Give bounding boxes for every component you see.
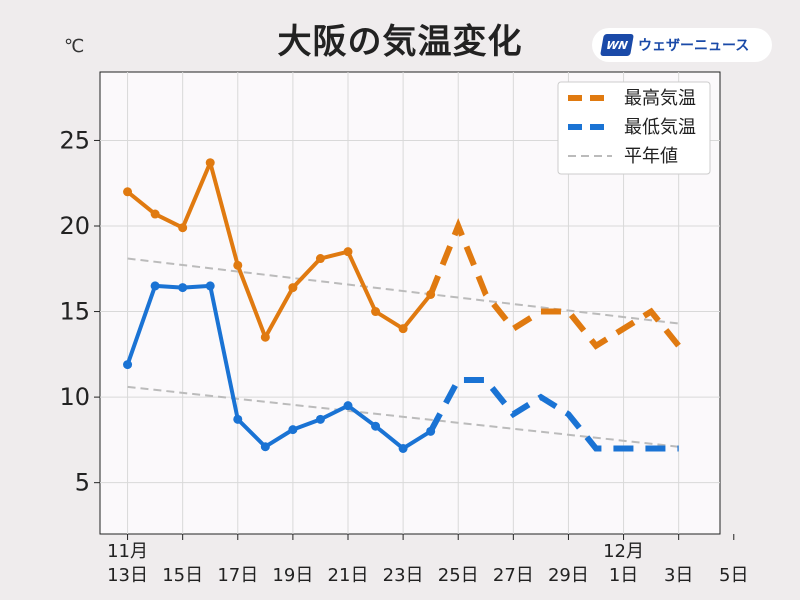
low-data-point bbox=[178, 283, 188, 293]
high-data-point bbox=[123, 187, 133, 197]
weathernews-logo: WN ウェザーニュース bbox=[592, 28, 772, 62]
high-data-point bbox=[315, 254, 325, 264]
legend-label: 最高気温 bbox=[624, 88, 696, 109]
y-tick-label: 10 bbox=[59, 383, 90, 411]
x-tick-label: 15日 bbox=[162, 565, 203, 586]
high-data-point bbox=[343, 247, 353, 257]
low-forecast-line bbox=[428, 377, 679, 452]
x-tick-month-label: 11月 bbox=[107, 541, 148, 562]
low-data-point bbox=[288, 425, 298, 435]
x-tick-label: 17日 bbox=[217, 565, 258, 586]
high-data-point bbox=[150, 209, 160, 219]
x-tick-label: 23日 bbox=[383, 565, 424, 586]
high-data-point bbox=[260, 332, 270, 342]
low-data-point bbox=[343, 401, 353, 411]
y-tick-label: 25 bbox=[59, 126, 90, 154]
legend-box bbox=[557, 81, 711, 175]
low-data-point bbox=[315, 414, 325, 424]
logo-text: ウェザーニュース bbox=[638, 38, 750, 54]
normal-low-line bbox=[127, 385, 679, 448]
low-data-point bbox=[426, 426, 436, 436]
x-tick-label: 5日 bbox=[719, 565, 748, 586]
y-axis-unit: ℃ bbox=[64, 36, 85, 57]
series-lines bbox=[123, 158, 682, 453]
high-data-point bbox=[288, 283, 298, 293]
high-data-point bbox=[371, 307, 381, 317]
high-data-point bbox=[398, 324, 408, 334]
high-data-point bbox=[178, 223, 188, 233]
low-data-point bbox=[371, 421, 381, 431]
x-tick-label: 21日 bbox=[328, 565, 369, 586]
x-tick-label: 25日 bbox=[438, 565, 479, 586]
high-data-point bbox=[233, 260, 243, 270]
x-tick-label: 13日 bbox=[107, 565, 148, 586]
high-data-point bbox=[426, 289, 436, 299]
y-tick-label: 15 bbox=[59, 298, 90, 326]
x-tick-label: 27日 bbox=[493, 565, 534, 586]
high-forecast-line bbox=[427, 217, 682, 350]
low-data-point bbox=[398, 443, 408, 453]
normal-high-line bbox=[127, 257, 679, 325]
x-tick-label: 19日 bbox=[272, 565, 313, 586]
low-data-point bbox=[205, 281, 215, 291]
low-data-point bbox=[150, 281, 160, 291]
x-tick-label: 29日 bbox=[548, 565, 589, 586]
legend-label: 最低気温 bbox=[624, 117, 696, 138]
y-tick-label: 5 bbox=[75, 469, 90, 497]
high-observed-line bbox=[126, 160, 433, 340]
x-tick-label: 1日 bbox=[609, 565, 638, 586]
x-tick-label: 3日 bbox=[664, 565, 693, 586]
x-axis-ticks: 11月 13日 15日 17日 19日 21日 23日 25日 27日 29日 12月 1日 3日 5日 bbox=[107, 534, 749, 586]
legend-label: 平年値 bbox=[624, 146, 678, 167]
y-tick-label: 20 bbox=[59, 212, 90, 240]
x-tick-month-label: 12月 bbox=[603, 541, 644, 562]
low-data-point bbox=[123, 360, 133, 370]
y-axis-ticks: 5 10 15 20 25 bbox=[59, 126, 100, 497]
low-data-point bbox=[233, 414, 243, 424]
low-observed-line bbox=[125, 283, 432, 451]
low-data-point bbox=[260, 442, 270, 452]
high-data-point bbox=[205, 158, 215, 168]
chart-title: 大阪の気温変化 bbox=[277, 22, 523, 62]
